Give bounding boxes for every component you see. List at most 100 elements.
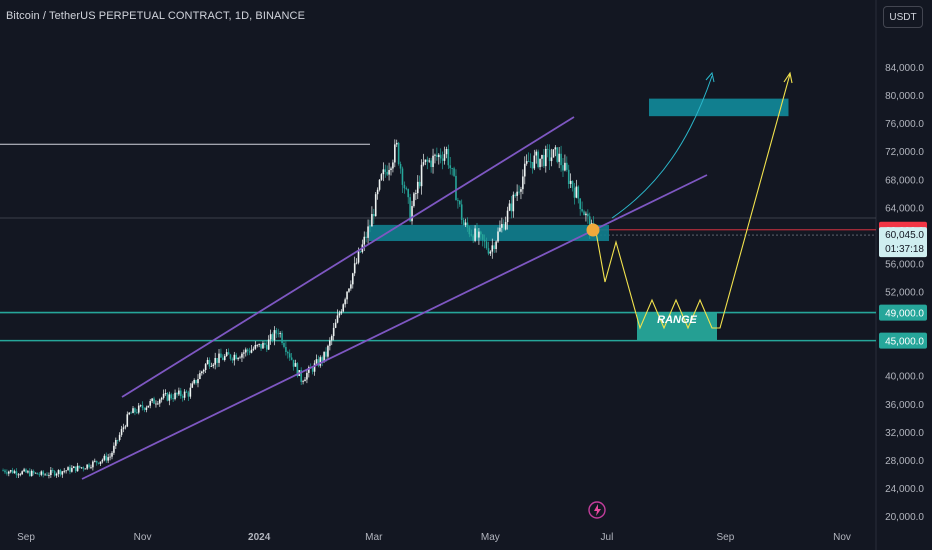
candle-body [556, 147, 559, 162]
candle-body [483, 239, 486, 242]
zigzag-arrowhead [783, 71, 793, 84]
candle-body [118, 434, 121, 441]
candle-body [2, 470, 4, 472]
candle-body [132, 408, 134, 414]
candle-body [40, 471, 43, 475]
candle-body [124, 426, 127, 428]
candle-body [415, 193, 417, 194]
candle-body [529, 161, 532, 163]
candle-body [392, 162, 394, 169]
candle-body [552, 149, 555, 158]
current-price-tag [879, 227, 927, 258]
candle-body [583, 211, 585, 216]
candle-body [323, 351, 325, 362]
x-tick-label: 2024 [248, 532, 271, 543]
candle-body [520, 189, 522, 192]
y-tick-label: 68,000.0 [885, 175, 924, 186]
candle-body [220, 353, 222, 358]
candle-body [424, 159, 427, 163]
candle-body [269, 334, 272, 340]
candle-body [546, 148, 549, 150]
candle-body [262, 342, 264, 349]
candle-body [292, 359, 295, 367]
candle-body [19, 474, 22, 476]
candle-body [250, 349, 253, 353]
candle-body [327, 345, 329, 357]
candle-body [44, 474, 46, 476]
candle-body [367, 226, 369, 238]
candle-body [296, 363, 299, 376]
candle-body [157, 403, 159, 405]
candle-body [111, 452, 113, 457]
currency-button[interactable]: USDT [883, 6, 923, 28]
candle-body [176, 392, 178, 395]
candle-body [65, 470, 67, 472]
candle-body [394, 144, 396, 163]
candle-body [15, 471, 18, 475]
candle-body [350, 284, 352, 289]
candle-body [304, 379, 306, 382]
candle-body [212, 364, 215, 367]
candle-body [141, 405, 144, 408]
candle-body [258, 343, 260, 345]
y-tick-label: 76,000.0 [885, 119, 924, 130]
price-tag-49000 [879, 304, 927, 321]
candle-body [281, 333, 283, 343]
candle-body [244, 349, 247, 353]
candle-body [330, 336, 333, 341]
x-tick-label: May [481, 532, 500, 543]
candle-body [158, 399, 161, 404]
candle-body [25, 469, 27, 473]
candle-body [416, 181, 419, 194]
candle-body [137, 405, 140, 413]
candle-body [458, 200, 461, 205]
event-lightning-icon[interactable] [588, 501, 606, 519]
candle-body [174, 392, 176, 400]
candle-body [399, 164, 402, 169]
candle-body [101, 459, 104, 462]
x-tick-label: Nov [134, 532, 152, 543]
candle-body [248, 351, 251, 353]
candle-body [523, 163, 526, 177]
x-tick-label: Sep [717, 532, 735, 543]
candle-body [294, 363, 297, 367]
candle-body [558, 153, 560, 162]
projection-arc-arrowhead [705, 71, 715, 83]
candle-body [566, 162, 568, 170]
candle-body [202, 369, 205, 372]
candle-body [499, 227, 501, 232]
candle-body [306, 372, 308, 380]
candle-body [136, 412, 138, 414]
candle-body [187, 392, 190, 397]
candle-body [411, 206, 413, 222]
candle-body [32, 470, 35, 473]
candle-body [487, 248, 490, 254]
candle-body [67, 467, 69, 471]
candle-body [502, 224, 505, 230]
candle-body [227, 352, 230, 355]
candle-body [225, 352, 228, 357]
candle-body [23, 469, 25, 472]
candle-body [533, 155, 536, 169]
candle-body [204, 364, 207, 370]
candle-body [451, 168, 453, 169]
y-tick-label: 28,000.0 [885, 456, 924, 467]
candle-body [315, 359, 318, 364]
candle-body [382, 169, 385, 175]
candle-body [342, 304, 345, 312]
candle-body [290, 357, 293, 360]
candle-body [191, 383, 194, 388]
candle-body [395, 142, 398, 145]
candle-body [50, 470, 52, 476]
candle-body [401, 168, 404, 185]
x-tick-label: Mar [365, 532, 383, 543]
candle-body [208, 359, 211, 367]
candle-body [206, 359, 209, 365]
candle-body [308, 367, 310, 373]
candle-body [522, 176, 524, 190]
candle-body [340, 311, 343, 314]
candle-body [246, 349, 249, 352]
candle-body [59, 470, 62, 475]
candle-body [179, 390, 182, 397]
